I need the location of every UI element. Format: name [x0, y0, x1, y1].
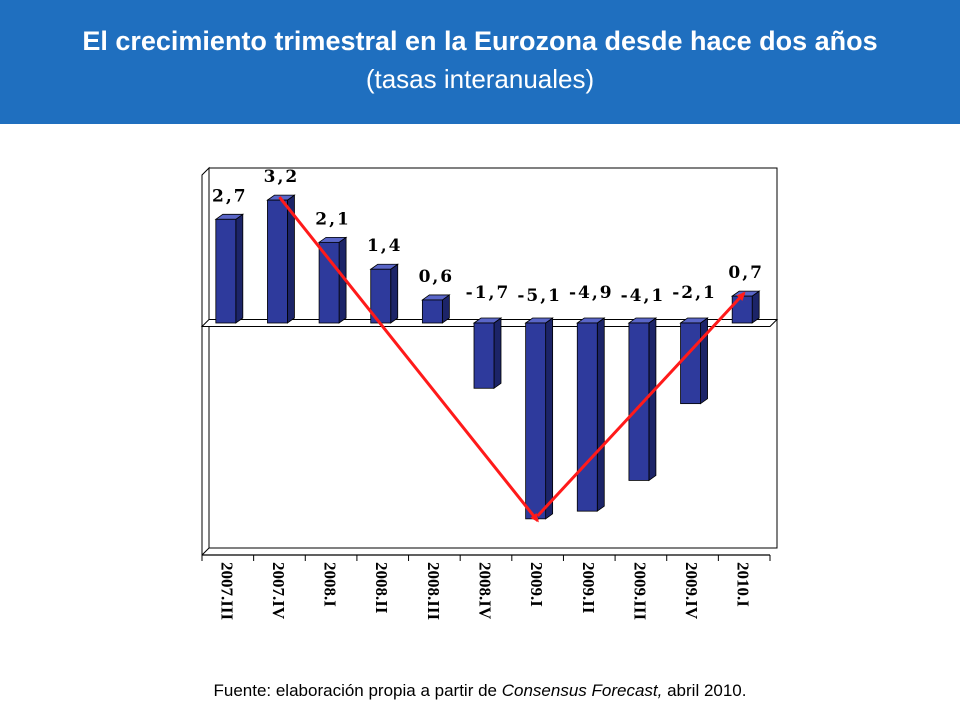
bar-front	[525, 322, 547, 520]
bar	[679, 317, 709, 405]
data-label: 2,7	[212, 186, 248, 206]
bar-front	[576, 322, 598, 512]
bar-side	[751, 290, 760, 324]
bar	[266, 194, 296, 324]
bar-front	[473, 322, 495, 389]
source-italic: Consensus Forecast,	[501, 681, 663, 700]
trend-arrows-group	[278, 196, 746, 523]
x-tick-label: 2009.III	[630, 562, 649, 620]
trend-arrow	[536, 291, 746, 517]
bar-front	[628, 322, 650, 481]
x-tick-label: 2009.II	[579, 562, 598, 614]
bar-front	[267, 199, 288, 324]
x-tick-label: 2008.III	[424, 562, 443, 620]
data-label: -1,7	[466, 283, 511, 303]
bar	[214, 213, 245, 324]
bars-group	[214, 194, 761, 520]
x-tick-label: 2008.I	[321, 562, 340, 607]
trend-arrow	[278, 196, 539, 523]
x-tick-label: 2009.IV	[682, 562, 701, 620]
bar-front	[318, 241, 340, 324]
bar	[421, 294, 451, 324]
x-tick-label: 2009.I	[527, 562, 546, 607]
data-label: 0,6	[419, 267, 455, 287]
x-tick-label: 2007.IV	[269, 562, 288, 620]
bar-front	[421, 299, 443, 324]
chart-title: El crecimiento trimestral en la Eurozona…	[82, 26, 878, 56]
bar-chart: 2,7 3,2 2,1 1,4 0,6 -1,7 -5,1 -4,9 -4,1 -2,1 0,7 2…	[200, 166, 779, 620]
bar-front	[215, 218, 237, 324]
bar-side	[648, 317, 657, 482]
data-label: -2,1	[672, 283, 717, 303]
data-label: 3,2	[264, 167, 300, 187]
bar	[730, 290, 761, 324]
data-label: 2,1	[315, 209, 351, 229]
x-tick-label: 2007.III	[217, 562, 236, 620]
bar	[524, 317, 554, 520]
source-prefix: Fuente: elaboración propia a partir de	[213, 681, 502, 700]
value-labels-group: 2,7 3,2 2,1 1,4 0,6 -1,7 -5,1 -4,9 -4,1 -2,1 0,7	[212, 167, 764, 306]
x-tick-label: 2008.II	[372, 562, 391, 614]
bar	[472, 317, 503, 390]
bar	[627, 317, 658, 482]
bar-side	[493, 317, 502, 390]
x-tick-label: 2010.I	[734, 562, 753, 607]
source-note: Fuente: elaboración propia a partir de C…	[0, 681, 960, 701]
bar	[369, 263, 399, 324]
bar	[317, 236, 348, 324]
bar-front	[680, 322, 701, 405]
data-label: -5,1	[517, 286, 562, 306]
bar-front	[731, 295, 753, 324]
bar-side	[545, 317, 554, 520]
category-labels-group: 2007.III 2007.IV 2008.I 2008.II 2008.III 2008…	[217, 562, 752, 620]
data-label: 0,7	[728, 263, 764, 283]
bar-side	[235, 213, 244, 324]
bar-side	[700, 317, 708, 405]
data-label: 1,4	[367, 236, 403, 256]
x-tick-label: 2008.IV	[476, 562, 495, 620]
chart-subtitle: (tasas interanuales)	[365, 64, 595, 94]
data-label: -4,1	[621, 286, 666, 306]
header-band: El crecimiento trimestral en la Eurozona…	[0, 0, 960, 124]
data-label: -4,9	[569, 283, 614, 303]
source-suffix: abril 2010.	[662, 681, 747, 700]
bar	[576, 317, 606, 512]
plot-side-wall	[201, 166, 210, 557]
bar-side	[390, 263, 399, 324]
bar-side	[596, 317, 605, 512]
